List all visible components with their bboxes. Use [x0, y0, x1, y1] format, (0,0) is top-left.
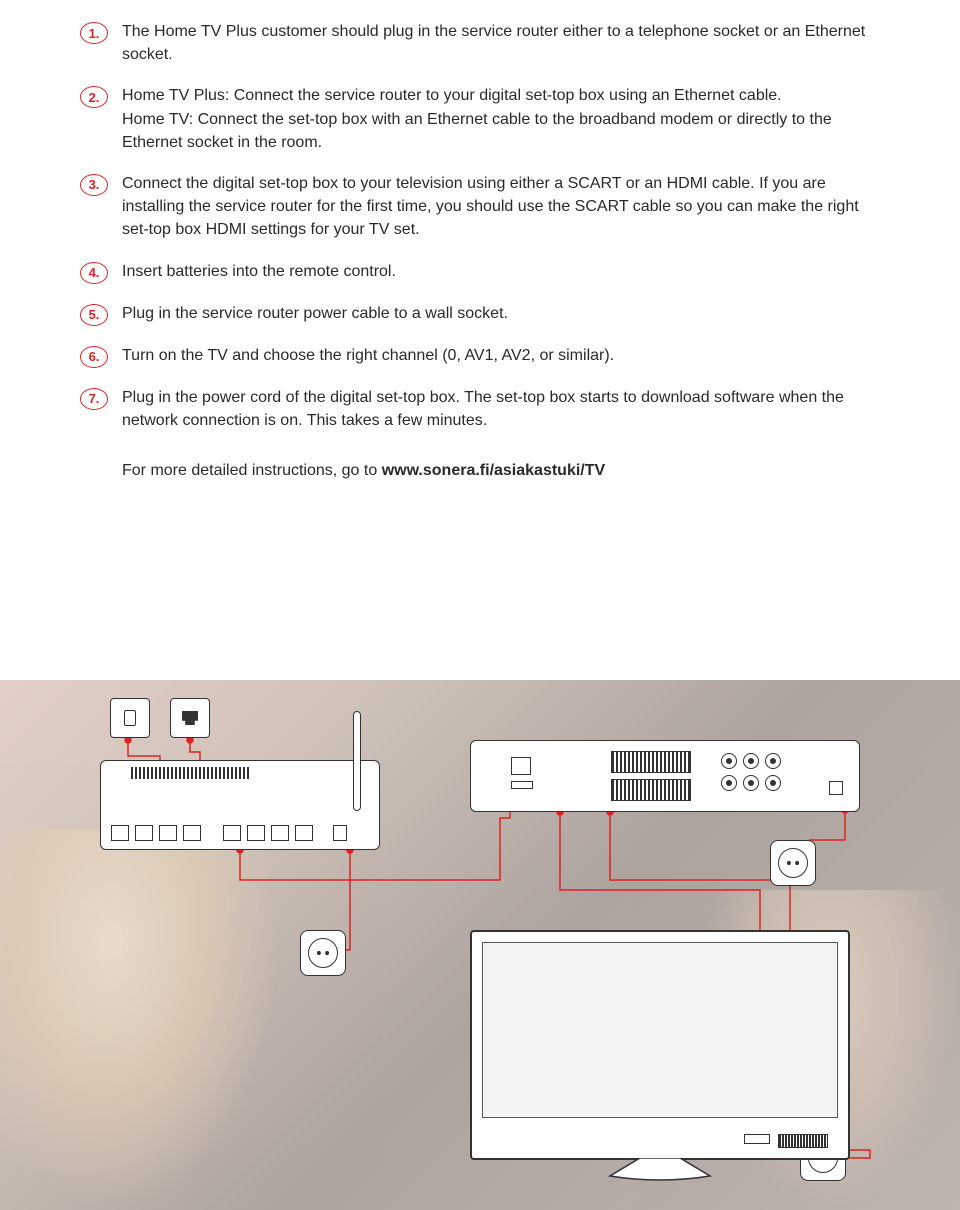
step-number: 2. — [80, 86, 108, 108]
step-text: Turn on the TV and choose the right chan… — [122, 344, 880, 367]
step-5: 5. Plug in the service router power cabl… — [80, 302, 880, 326]
footer-prefix: For more detailed instructions, go to — [122, 462, 382, 479]
tv-screen — [482, 942, 838, 1118]
tv-hdmi-port — [744, 1134, 770, 1144]
stb-scart-port — [611, 779, 691, 801]
step-number: 3. — [80, 174, 108, 196]
router-vents — [131, 767, 251, 779]
phone-socket-icon — [110, 698, 150, 738]
step-text: Insert batteries into the remote control… — [122, 260, 880, 283]
tv-scart-port — [778, 1134, 828, 1148]
wall-socket-icon — [300, 930, 346, 976]
ethernet-socket-icon — [170, 698, 210, 738]
footer-url: www.sonera.fi/asiakastuki/TV — [382, 462, 606, 479]
step-text: Plug in the service router power cable t… — [122, 302, 880, 325]
step-number: 6. — [80, 346, 108, 368]
step-number: 7. — [80, 388, 108, 410]
step-6: 6. Turn on the TV and choose the right c… — [80, 344, 880, 368]
footer-note: For more detailed instructions, go to ww… — [122, 462, 880, 480]
stb-rca-ports — [721, 753, 783, 793]
step-7: 7. Plug in the power cord of the digital… — [80, 386, 880, 432]
instructions-list: 1. The Home TV Plus customer should plug… — [0, 0, 960, 480]
tv-stand — [560, 1158, 760, 1182]
step-text: Connect the digital set-top box to your … — [122, 172, 880, 242]
step-4: 4. Insert batteries into the remote cont… — [80, 260, 880, 284]
router-ports — [111, 825, 347, 841]
wall-socket-icon — [770, 840, 816, 886]
router-device — [100, 760, 380, 850]
step-text: Plug in the power cord of the digital se… — [122, 386, 880, 432]
set-top-box-device — [470, 740, 860, 812]
step-number: 1. — [80, 22, 108, 44]
stb-usb-port — [511, 781, 533, 789]
tv-ports — [744, 1134, 828, 1148]
step-2: 2. Home TV Plus: Connect the service rou… — [80, 84, 880, 154]
step-3: 3. Connect the digital set-top box to yo… — [80, 172, 880, 242]
step-number: 5. — [80, 304, 108, 326]
step-number: 4. — [80, 262, 108, 284]
tv-device — [470, 930, 850, 1160]
step-1: 1. The Home TV Plus customer should plug… — [80, 20, 880, 66]
stb-ethernet-port — [511, 757, 531, 775]
step-text: The Home TV Plus customer should plug in… — [122, 20, 880, 66]
stb-scart-port — [611, 751, 691, 773]
wiring-diagram — [0, 680, 960, 1210]
router-antenna — [353, 711, 361, 811]
step-text: Home TV Plus: Connect the service router… — [122, 84, 880, 154]
stb-power-port — [829, 781, 843, 795]
